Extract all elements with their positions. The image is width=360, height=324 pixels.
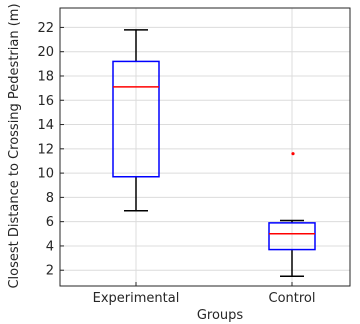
box-control xyxy=(268,152,316,278)
y-tick-label: 4 xyxy=(46,239,54,254)
x-tick-label: Experimental xyxy=(93,291,180,306)
y-tick-label: 2 xyxy=(46,264,54,279)
tick-labels: 2 4 6 8 10 12 14 16 18 20 22 Experimental Control xyxy=(37,21,315,306)
outlier-point xyxy=(291,152,295,156)
y-tick-label: 12 xyxy=(37,142,54,157)
y-tick-label: 22 xyxy=(37,21,54,36)
iqr-box xyxy=(268,222,316,251)
y-tick-label: 10 xyxy=(37,167,54,182)
x-axis-label: Groups xyxy=(197,308,244,323)
boxes xyxy=(112,29,316,278)
plot-frame xyxy=(59,7,351,287)
y-tick-label: 14 xyxy=(37,118,54,133)
x-tick-label: Control xyxy=(269,291,316,306)
grid xyxy=(60,8,350,286)
y-tick-label: 18 xyxy=(37,69,54,84)
y-tick-label: 20 xyxy=(37,45,54,60)
box-experimental xyxy=(112,29,160,212)
y-axis-label: Closest Distance to Crossing Pedestrian … xyxy=(7,3,22,288)
y-tick-label: 6 xyxy=(46,215,54,230)
y-tick-label: 8 xyxy=(46,191,54,206)
axes xyxy=(59,7,351,287)
y-tick-label: 16 xyxy=(37,94,54,109)
iqr-box xyxy=(112,60,160,178)
